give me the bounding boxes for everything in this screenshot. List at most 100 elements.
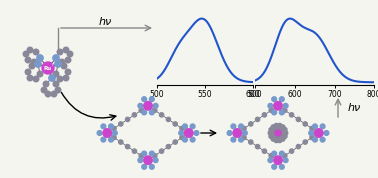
- Circle shape: [112, 135, 116, 140]
- Circle shape: [119, 122, 123, 126]
- Circle shape: [273, 134, 277, 138]
- Circle shape: [142, 151, 147, 156]
- Circle shape: [272, 110, 277, 115]
- Circle shape: [283, 128, 287, 132]
- Text: Ru: Ru: [44, 67, 52, 72]
- Circle shape: [227, 131, 232, 135]
- Circle shape: [149, 110, 154, 115]
- Circle shape: [31, 59, 37, 65]
- Circle shape: [65, 57, 71, 63]
- Circle shape: [231, 124, 236, 129]
- Text: II: II: [51, 63, 54, 67]
- Circle shape: [63, 47, 69, 53]
- Circle shape: [132, 149, 136, 153]
- Circle shape: [23, 51, 29, 57]
- Circle shape: [274, 102, 282, 110]
- Circle shape: [166, 117, 170, 122]
- Circle shape: [313, 124, 318, 129]
- Circle shape: [37, 55, 43, 61]
- Circle shape: [33, 49, 39, 55]
- Circle shape: [67, 51, 73, 57]
- Circle shape: [268, 131, 273, 135]
- Circle shape: [45, 91, 51, 97]
- Circle shape: [283, 154, 287, 158]
- Circle shape: [283, 158, 288, 163]
- Circle shape: [103, 129, 112, 137]
- Circle shape: [280, 137, 285, 141]
- Circle shape: [43, 81, 49, 87]
- Circle shape: [61, 63, 67, 69]
- Circle shape: [42, 62, 54, 74]
- Circle shape: [320, 124, 325, 129]
- Circle shape: [63, 75, 69, 81]
- Text: hν: hν: [98, 17, 112, 27]
- Circle shape: [153, 103, 158, 108]
- Circle shape: [279, 134, 283, 138]
- Circle shape: [33, 76, 39, 82]
- Circle shape: [268, 103, 273, 108]
- Circle shape: [309, 131, 313, 135]
- Circle shape: [271, 137, 275, 141]
- Circle shape: [25, 69, 31, 75]
- Circle shape: [269, 154, 273, 158]
- Circle shape: [142, 164, 147, 169]
- Circle shape: [180, 135, 184, 140]
- Circle shape: [55, 61, 61, 67]
- Circle shape: [108, 137, 113, 142]
- Circle shape: [113, 131, 117, 135]
- Circle shape: [41, 87, 47, 93]
- Circle shape: [239, 137, 243, 142]
- Circle shape: [160, 149, 164, 153]
- Circle shape: [132, 113, 136, 117]
- Circle shape: [139, 108, 143, 112]
- Circle shape: [279, 151, 284, 156]
- Circle shape: [190, 137, 195, 142]
- Circle shape: [310, 126, 314, 131]
- Circle shape: [153, 158, 158, 163]
- Circle shape: [269, 128, 273, 132]
- Circle shape: [279, 164, 284, 169]
- Circle shape: [283, 108, 287, 112]
- Circle shape: [153, 108, 157, 112]
- Circle shape: [320, 137, 325, 142]
- Circle shape: [274, 138, 279, 143]
- Circle shape: [283, 134, 287, 138]
- Circle shape: [275, 130, 281, 136]
- Circle shape: [53, 81, 59, 87]
- Circle shape: [125, 117, 130, 122]
- Circle shape: [277, 123, 282, 128]
- Circle shape: [283, 103, 288, 108]
- Circle shape: [274, 123, 279, 128]
- Circle shape: [303, 122, 307, 126]
- Circle shape: [242, 126, 246, 131]
- Circle shape: [59, 59, 65, 65]
- Circle shape: [184, 129, 193, 137]
- Circle shape: [279, 128, 283, 132]
- Circle shape: [279, 97, 284, 102]
- Circle shape: [183, 137, 187, 142]
- Circle shape: [268, 158, 273, 163]
- Circle shape: [49, 75, 55, 81]
- Circle shape: [112, 126, 116, 131]
- Circle shape: [276, 136, 280, 139]
- Circle shape: [27, 47, 33, 53]
- Circle shape: [190, 124, 195, 129]
- Circle shape: [173, 140, 177, 144]
- Circle shape: [57, 49, 63, 55]
- Circle shape: [239, 124, 243, 129]
- Circle shape: [166, 145, 170, 149]
- Circle shape: [272, 151, 277, 156]
- Circle shape: [160, 113, 164, 117]
- Circle shape: [101, 137, 106, 142]
- Circle shape: [179, 131, 184, 135]
- Circle shape: [153, 154, 157, 158]
- Circle shape: [290, 149, 294, 153]
- Circle shape: [284, 131, 288, 135]
- Circle shape: [101, 124, 106, 129]
- Circle shape: [125, 145, 130, 149]
- Circle shape: [149, 97, 154, 102]
- Circle shape: [280, 125, 285, 129]
- Circle shape: [269, 134, 273, 138]
- Circle shape: [144, 102, 152, 110]
- Circle shape: [279, 110, 284, 115]
